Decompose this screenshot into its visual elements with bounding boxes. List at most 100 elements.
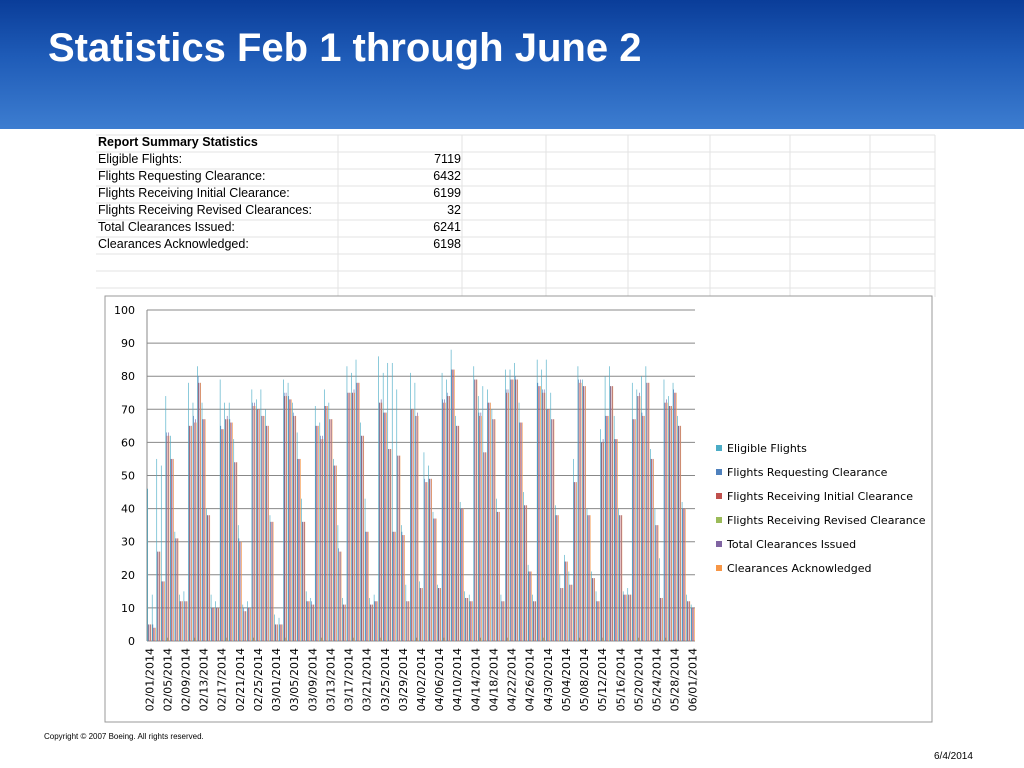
bar [467, 597, 469, 641]
row-value: 6432 [433, 169, 461, 183]
bar [388, 449, 390, 641]
bar [664, 402, 665, 641]
bar [338, 551, 340, 641]
bar [343, 604, 345, 641]
bar [400, 525, 402, 641]
bar [351, 372, 352, 641]
bar [632, 419, 634, 641]
bar [340, 551, 341, 641]
bar [450, 349, 452, 641]
bar [290, 399, 292, 641]
bar [220, 425, 222, 641]
bar [475, 379, 477, 641]
bar [311, 601, 312, 641]
bar [646, 382, 647, 641]
bar [397, 455, 398, 641]
bar [678, 425, 680, 641]
bar [336, 465, 337, 641]
bar [564, 554, 565, 641]
bar [151, 594, 153, 641]
x-tick-label: 06/01/2014 [687, 648, 700, 711]
bar [435, 518, 436, 641]
bar [655, 525, 657, 641]
bar [342, 604, 344, 641]
bar [428, 478, 430, 641]
bar [397, 455, 399, 641]
bar [634, 419, 636, 641]
bar [426, 482, 428, 641]
bar [662, 597, 663, 641]
bar [540, 386, 541, 641]
bar [305, 591, 307, 641]
x-tick-label: 04/02/2014 [415, 648, 428, 711]
bar [424, 482, 426, 641]
bar [494, 419, 496, 641]
bar [571, 584, 572, 641]
bar [345, 604, 346, 641]
bar [528, 571, 530, 641]
bar [272, 521, 274, 641]
legend-swatch [716, 541, 722, 547]
bar [506, 392, 508, 641]
bar [600, 429, 601, 641]
bar [646, 382, 648, 641]
bar [225, 419, 227, 641]
bar [386, 412, 387, 641]
bar [283, 379, 284, 641]
bar [248, 607, 249, 641]
table-title-text: Report Summary Statistics [98, 135, 258, 149]
bar [605, 415, 607, 641]
bar [521, 422, 523, 641]
bar [215, 601, 216, 641]
bar [234, 462, 236, 641]
bar [596, 601, 598, 641]
bar [487, 389, 488, 641]
bar [375, 601, 376, 641]
bar [331, 419, 332, 641]
bar [157, 551, 159, 641]
bar [515, 379, 517, 641]
bar [224, 402, 225, 641]
bar [619, 515, 621, 641]
bar [630, 594, 632, 641]
bar [551, 419, 552, 641]
bar [537, 382, 539, 641]
bar [315, 425, 317, 641]
bar [496, 511, 498, 641]
bar [252, 402, 253, 641]
x-tick-label: 05/04/2014 [560, 648, 573, 711]
bar [335, 465, 337, 641]
bar [441, 372, 443, 641]
bar [631, 382, 633, 641]
bar [559, 574, 561, 641]
bar [306, 601, 308, 641]
bar [338, 548, 339, 641]
bar [558, 515, 559, 641]
bar [216, 607, 218, 641]
bar [580, 382, 582, 641]
bar [327, 405, 328, 641]
bar [444, 399, 445, 641]
bar [281, 624, 282, 641]
bar [547, 409, 548, 641]
bar [592, 578, 594, 641]
bar [164, 581, 165, 641]
bar [268, 425, 269, 641]
bar [485, 452, 486, 641]
bar [369, 604, 371, 641]
bar [181, 601, 183, 641]
sheet-grid [96, 134, 936, 297]
bar [629, 594, 631, 641]
x-tick-label: 04/26/2014 [524, 648, 537, 711]
bar [487, 402, 489, 641]
bar [311, 604, 313, 641]
bar [514, 376, 516, 641]
bar [320, 439, 322, 641]
bar [256, 409, 258, 641]
bar [465, 597, 466, 641]
bar [310, 597, 312, 641]
bar [430, 478, 432, 641]
bar [569, 584, 571, 641]
bar [279, 624, 281, 641]
